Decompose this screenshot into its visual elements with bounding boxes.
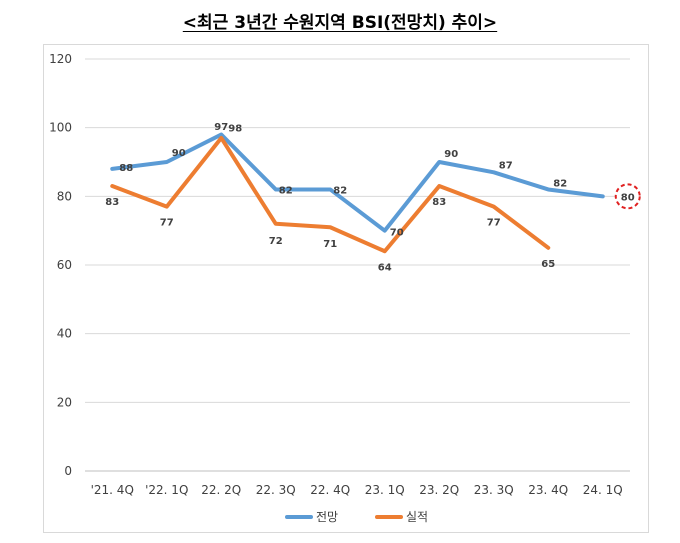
- data-label: 82: [279, 185, 293, 196]
- legend: 전망 실적: [285, 510, 428, 524]
- chart-title-text: <최근 3년간 수원지역 BSI(전망치) 추이>: [182, 13, 498, 33]
- data-label: 90: [172, 148, 186, 159]
- y-tick-label: 60: [57, 258, 72, 272]
- x-tick-label: 23. 1Q: [365, 483, 405, 497]
- legend-label: 실적: [406, 510, 428, 524]
- highlight-circle: [614, 183, 641, 210]
- data-label: 90: [444, 149, 458, 160]
- data-label: 82: [553, 178, 567, 189]
- data-label: 83: [105, 197, 119, 208]
- y-tick-label: 100: [49, 121, 72, 135]
- chart-title: <최근 3년간 수원지역 BSI(전망치) 추이>: [0, 8, 680, 33]
- x-tick-label: '21. 4Q: [91, 483, 134, 497]
- data-label: 83: [432, 197, 446, 208]
- data-label: 65: [541, 259, 555, 270]
- chart-frame: [43, 44, 649, 533]
- x-tick-label: '22. 1Q: [145, 483, 188, 497]
- data-label: 80: [621, 192, 635, 203]
- x-tick-label: 23. 3Q: [474, 483, 514, 497]
- x-tick-label: 23. 4Q: [528, 483, 568, 497]
- y-tick-label: 0: [64, 464, 72, 478]
- x-tick-label: 23. 2Q: [419, 483, 459, 497]
- x-tick-label: 22. 3Q: [256, 483, 296, 497]
- data-label: 71: [323, 239, 337, 250]
- data-label: 87: [499, 160, 513, 171]
- y-tick-label: 40: [57, 327, 72, 341]
- y-tick-label: 80: [57, 189, 72, 203]
- data-label: 77: [487, 218, 501, 229]
- data-label: 77: [160, 218, 174, 229]
- series-line-1: [110, 135, 551, 254]
- x-tick-label: 24. 1Q: [583, 483, 623, 497]
- series-lines: [110, 132, 605, 254]
- gridlines: [85, 58, 630, 472]
- legend-label: 전망: [316, 510, 338, 524]
- y-axis-ticks: 0 20 40 60 80 100 120: [49, 52, 72, 478]
- data-label: 64: [378, 262, 392, 273]
- data-label: 97: [214, 122, 228, 133]
- x-axis-ticks: '21. 4Q '22. 1Q 22. 2Q 22. 3Q 22. 4Q 23. 1Q 23…: [91, 483, 623, 497]
- x-tick-label: 22. 4Q: [310, 483, 350, 497]
- x-tick-label: 22. 2Q: [201, 483, 241, 497]
- series-line-0: [110, 132, 605, 233]
- data-label: 88: [119, 163, 133, 174]
- data-label: 82: [333, 185, 347, 196]
- data-label: 98: [228, 124, 242, 135]
- y-tick-label: 120: [49, 52, 72, 66]
- data-labels: 88 90 98 82 82 70 90 87 82 80 83 77 97 72 71 64 83 77 65: [105, 122, 641, 273]
- data-label: 70: [390, 228, 404, 239]
- data-label: 72: [269, 236, 283, 247]
- y-tick-label: 20: [57, 395, 72, 409]
